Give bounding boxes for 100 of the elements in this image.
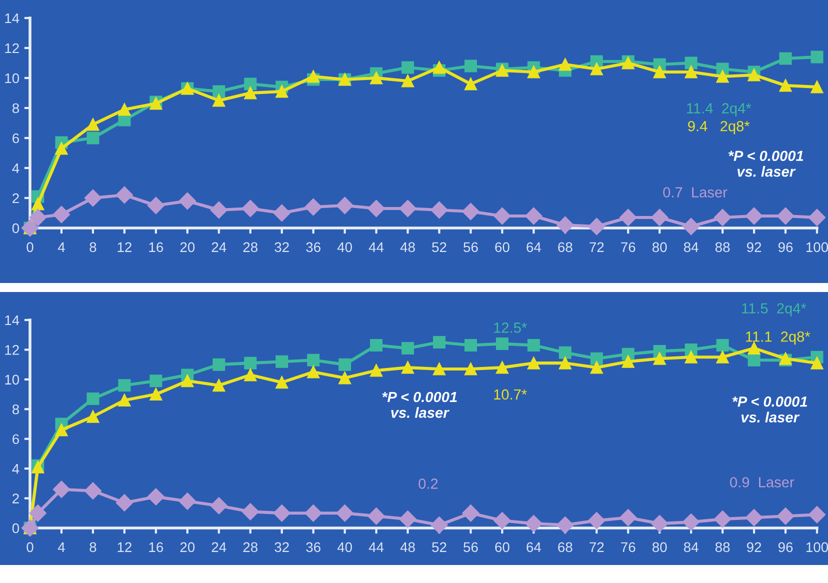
- annotation: 10.7*: [494, 389, 527, 400]
- annotation: 9.4 2q8*: [688, 121, 750, 134]
- point: [682, 218, 700, 236]
- point: [336, 504, 354, 522]
- point: [86, 392, 100, 405]
- point: [118, 379, 131, 392]
- point: [558, 58, 572, 71]
- x-tick-label: 56: [464, 542, 478, 552]
- x-tick-label: 4: [58, 542, 65, 552]
- point: [55, 424, 68, 436]
- point: [147, 488, 164, 506]
- point: [776, 207, 794, 225]
- point: [527, 339, 540, 352]
- point: [338, 372, 352, 384]
- point: [558, 346, 572, 359]
- point: [86, 132, 100, 144]
- annotation: 11.1 2q8*: [746, 331, 810, 345]
- point: [462, 202, 480, 220]
- point: [118, 103, 131, 116]
- point: [55, 142, 68, 155]
- point: [21, 219, 39, 237]
- point: [588, 512, 606, 530]
- point: [86, 410, 100, 423]
- point: [745, 207, 763, 225]
- x-tick-label: 96: [778, 542, 793, 552]
- x-tick-label: 64: [526, 542, 541, 552]
- annotation: 0.9 Laser: [730, 477, 794, 488]
- point: [244, 368, 257, 382]
- point: [525, 514, 542, 532]
- x-tick-label: 72: [590, 542, 604, 552]
- point: [620, 509, 637, 526]
- annotation: *P < 0.0001 vs. laser: [732, 396, 808, 422]
- x-tick-label: 8: [90, 242, 96, 252]
- point: [810, 356, 824, 370]
- point: [244, 86, 257, 100]
- y-tick-label: 12: [5, 43, 19, 54]
- point: [273, 504, 290, 522]
- y-tick-label: 2: [12, 494, 19, 504]
- point: [684, 350, 698, 364]
- x-tick-label: 40: [337, 542, 352, 552]
- point: [496, 361, 508, 374]
- x-tick-label: 32: [274, 242, 289, 252]
- text: 11.5 2q4*: [742, 303, 806, 316]
- x-tick-label: 100: [806, 542, 828, 552]
- point: [714, 208, 732, 226]
- x-tick-label: 24: [212, 242, 226, 252]
- point: [307, 70, 320, 83]
- x-tick-label: 8: [90, 542, 96, 552]
- point: [651, 514, 668, 532]
- x-tick-label: 48: [400, 242, 415, 252]
- point: [370, 364, 383, 377]
- point: [402, 361, 414, 374]
- x-tick-label: 4: [58, 242, 65, 252]
- point: [118, 394, 131, 406]
- point: [276, 355, 288, 368]
- x-tick-label: 0: [26, 242, 34, 252]
- point: [212, 85, 226, 98]
- y-tick-label: 8: [12, 103, 19, 114]
- point: [304, 198, 322, 216]
- point: [178, 192, 196, 210]
- point: [21, 519, 39, 537]
- point: [779, 52, 792, 65]
- y-tick-label: 4: [12, 163, 20, 174]
- x-tick-label: 12: [118, 242, 132, 252]
- x-tick-label: 96: [778, 242, 793, 252]
- x-tick-label: 80: [652, 542, 667, 552]
- point: [464, 339, 477, 352]
- point: [116, 494, 133, 512]
- point: [402, 342, 414, 354]
- point: [525, 207, 542, 225]
- point: [307, 354, 320, 366]
- point: [52, 206, 70, 224]
- point: [338, 358, 352, 371]
- annotation: 11.4 2q4*: [687, 103, 752, 116]
- x-tick-label: 88: [715, 542, 730, 552]
- annotation: *P < 0.0001 vs. laser: [382, 392, 457, 418]
- point: [178, 492, 196, 510]
- point: [464, 78, 477, 90]
- point: [402, 74, 414, 88]
- point: [244, 78, 257, 90]
- x-tick-label: 60: [495, 542, 510, 552]
- point: [368, 508, 385, 525]
- x-tick-label: 76: [621, 242, 636, 252]
- point: [430, 516, 448, 534]
- point: [494, 207, 511, 225]
- annotation: 0.2: [418, 478, 438, 489]
- point: [116, 186, 133, 204]
- point: [496, 338, 508, 350]
- y-tick-label: 0: [12, 523, 20, 534]
- x-tick-label: 36: [306, 542, 320, 552]
- y-tick-label: 10: [5, 73, 20, 84]
- point: [212, 358, 226, 371]
- point: [181, 374, 194, 388]
- x-tick-label: 60: [495, 242, 510, 252]
- y-tick-label: 10: [5, 374, 20, 385]
- point: [682, 514, 700, 531]
- annotation: 12.5*: [494, 322, 527, 333]
- x-tick-label: 12: [118, 542, 132, 552]
- point: [620, 208, 637, 226]
- annotation: 0.7 Laser: [663, 187, 728, 198]
